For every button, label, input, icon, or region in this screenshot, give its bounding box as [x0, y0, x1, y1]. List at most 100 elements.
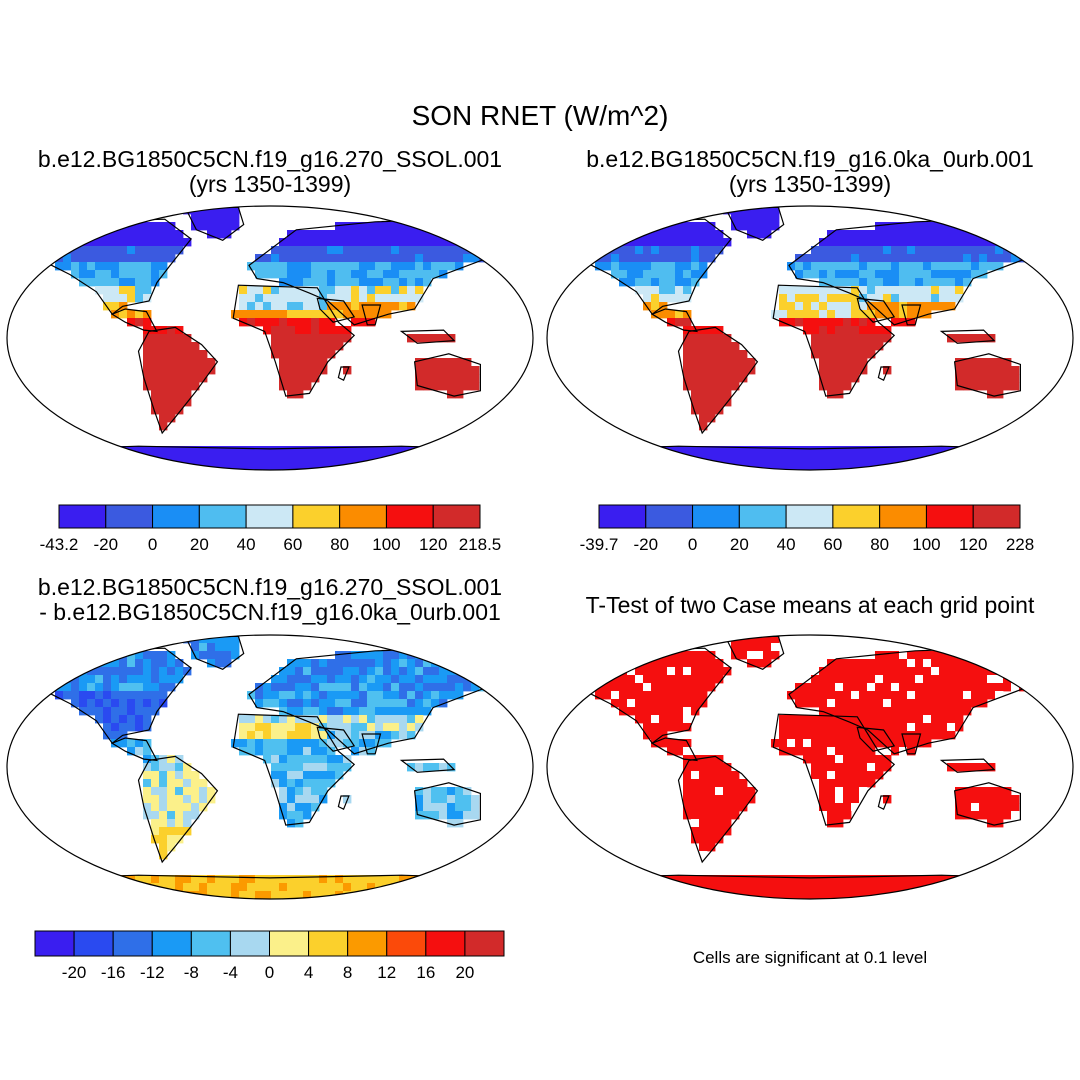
map-cell: [763, 206, 772, 215]
map-cell: [883, 883, 892, 892]
map-cell: [827, 683, 836, 692]
map-cell: [931, 246, 940, 255]
map-cell: [819, 723, 828, 732]
map-cell: [479, 659, 488, 668]
map-cell: [471, 875, 480, 884]
map-cell: [683, 771, 692, 780]
map-cell: [827, 246, 836, 255]
map-cell: [263, 326, 272, 335]
map-cell: [383, 294, 392, 303]
map-cell: [835, 454, 844, 463]
map-cell: [659, 707, 668, 716]
map-cell: [707, 230, 716, 239]
map-cell: [987, 787, 996, 796]
map-cell: [595, 454, 604, 463]
map-cell: [151, 334, 160, 343]
map-cell: [135, 310, 144, 319]
map-cell: [819, 891, 828, 899]
map-cell: [707, 454, 716, 463]
map-cell: [899, 691, 908, 700]
map-cell: [939, 731, 948, 740]
map-cell: [907, 731, 916, 740]
map-cell: [215, 891, 224, 899]
map-cell: [939, 454, 948, 463]
map-cell: [731, 771, 740, 780]
map-cell: [723, 883, 732, 892]
map-cell: [787, 723, 796, 732]
map-cell: [755, 891, 764, 899]
map-cell: [279, 454, 288, 463]
map-cell: [295, 278, 304, 287]
map-cell: [915, 731, 924, 740]
map-cell: [415, 675, 424, 684]
colorbar-swatch: [692, 504, 740, 529]
map-cell: [643, 699, 652, 708]
map-cell: [103, 278, 112, 287]
map-cell: [527, 891, 533, 899]
map-cell: [407, 246, 416, 255]
map-cell: [891, 446, 900, 455]
map-cell: [71, 875, 80, 884]
map-cell: [795, 747, 804, 756]
map-cell: [987, 811, 996, 820]
map-cell: [859, 875, 868, 884]
map-cell: [851, 707, 860, 716]
map-cell: [699, 835, 708, 844]
coastline-madagascar: [877, 366, 890, 382]
map-cell: [87, 246, 96, 255]
map-cell: [915, 659, 924, 668]
map-cell: [143, 374, 152, 383]
map-cell: [987, 675, 996, 684]
map-cell: [135, 659, 144, 668]
map-cell: [63, 462, 72, 470]
map-cell: [907, 278, 916, 287]
map-cell: [87, 238, 96, 247]
map-cell: [987, 883, 996, 892]
map-cell: [439, 358, 448, 367]
map-cell: [899, 294, 908, 303]
map-cell: [367, 270, 376, 279]
map-cell: [103, 446, 112, 455]
map-cell: [939, 230, 948, 239]
map-cell: [127, 462, 136, 470]
map-cell: [63, 691, 72, 700]
map-cell: [827, 462, 836, 470]
map-cell: [835, 446, 844, 455]
map-cell: [439, 382, 448, 391]
map-cell: [55, 675, 64, 684]
map-cell: [343, 262, 352, 271]
map-cell: [803, 286, 812, 295]
map-cell: [979, 651, 988, 660]
map-cell: [479, 875, 488, 884]
map-cell: [391, 262, 400, 271]
map-cell: [263, 318, 272, 327]
map-cell: [955, 230, 964, 239]
map-cell: [487, 667, 496, 676]
map-cell: [327, 763, 336, 772]
map-cell: [707, 827, 716, 836]
map-cell: [771, 875, 780, 884]
map-cell: [127, 707, 136, 716]
map-cell: [939, 254, 948, 263]
map-cell: [651, 875, 660, 884]
map-cell: [471, 803, 480, 812]
map-cell: [295, 739, 304, 748]
colorbar-label: 228: [1006, 535, 1034, 554]
map-cell: [359, 238, 368, 247]
map-cell: [619, 254, 628, 263]
map-cell: [907, 230, 916, 239]
map-cell: [835, 462, 844, 470]
map-cell: [39, 667, 48, 676]
map-cell: [891, 254, 900, 263]
map-cell: [707, 803, 716, 812]
map-cell: [843, 294, 852, 303]
map-cell: [883, 739, 892, 748]
map-cell: [167, 659, 176, 668]
colorbar-label: -12: [140, 963, 165, 982]
map-cell: [127, 270, 136, 279]
map-cell: [803, 723, 812, 732]
map-cell: [963, 787, 972, 796]
colorbar-label: 20: [190, 535, 209, 554]
map-cell: [255, 462, 264, 470]
map-cell: [731, 374, 740, 383]
